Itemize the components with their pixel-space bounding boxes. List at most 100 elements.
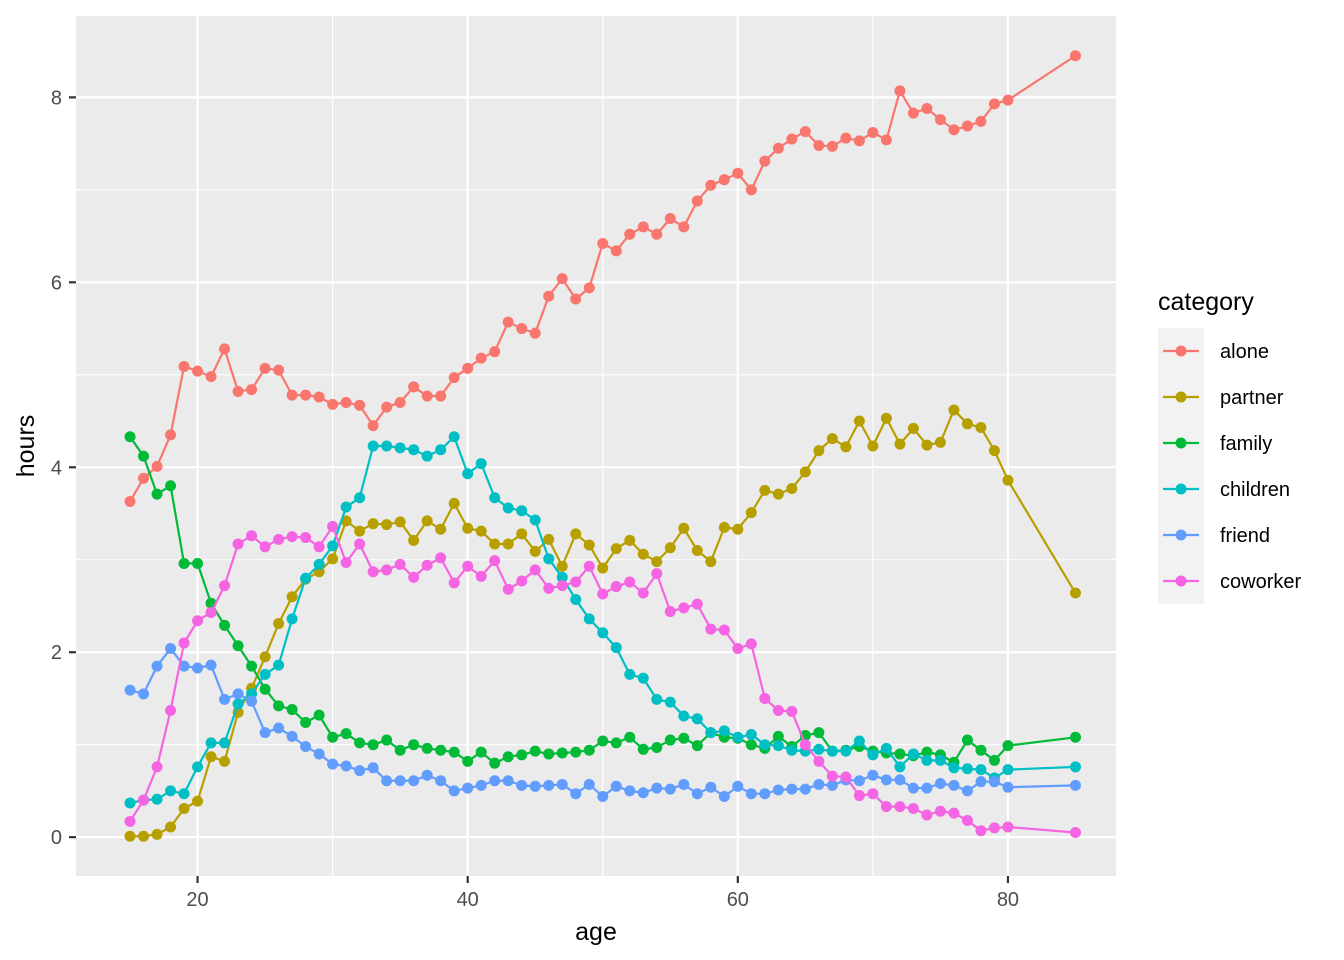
x-tick-label: 60: [727, 889, 749, 911]
data-point-family: [448, 746, 460, 758]
data-point-children: [475, 458, 487, 470]
data-point-children: [624, 668, 636, 680]
data-point-family: [745, 739, 757, 751]
data-point-friend: [435, 775, 447, 787]
data-point-children: [340, 501, 352, 513]
data-point-family: [502, 751, 514, 763]
data-point-children: [219, 737, 231, 749]
data-point-friend: [745, 788, 757, 800]
data-point-family: [1002, 740, 1014, 752]
data-point-alone: [718, 174, 730, 186]
data-point-partner: [354, 525, 366, 537]
data-point-friend: [556, 778, 568, 790]
data-point-friend: [813, 778, 825, 790]
data-point-partner: [759, 484, 771, 496]
data-point-children: [381, 440, 393, 452]
data-point-partner: [961, 418, 973, 430]
data-point-alone: [880, 134, 892, 146]
data-point-coworker: [678, 602, 690, 614]
data-point-partner: [853, 415, 865, 427]
minor-gridlines: [76, 16, 1116, 876]
data-point-friend: [165, 643, 177, 655]
data-point-children: [718, 725, 730, 737]
data-point-children: [786, 744, 798, 756]
data-point-coworker: [610, 581, 622, 593]
legend-label: children: [1220, 479, 1290, 501]
data-point-children: [961, 763, 973, 775]
data-point-children: [543, 553, 555, 565]
data-point-family: [529, 745, 541, 757]
data-point-alone: [543, 290, 555, 302]
data-point-family: [691, 740, 703, 752]
data-point-family: [138, 450, 150, 462]
data-point-coworker: [151, 761, 163, 773]
data-point-friend: [354, 765, 366, 777]
data-point-friend: [651, 782, 663, 794]
data-point-friend: [1002, 781, 1014, 793]
data-point-friend: [624, 785, 636, 797]
data-point-alone: [381, 401, 393, 413]
data-point-alone: [867, 127, 879, 139]
data-point-alone: [610, 245, 622, 257]
data-point-friend: [570, 788, 582, 800]
data-point-children: [921, 754, 933, 766]
data-point-friend: [192, 662, 204, 674]
data-point-coworker: [192, 615, 204, 627]
x-axis-title: age: [575, 918, 617, 946]
data-point-children: [408, 444, 420, 456]
data-point-children: [705, 727, 717, 739]
data-point-children: [151, 793, 163, 805]
data-point-coworker: [421, 559, 433, 571]
data-point-friend: [705, 781, 717, 793]
data-point-partner: [489, 538, 501, 550]
legend-label: friend: [1220, 525, 1270, 547]
data-point-alone: [232, 385, 244, 397]
legend-key-background: [1158, 328, 1204, 604]
data-point-family: [462, 755, 474, 767]
data-point-coworker: [759, 692, 771, 704]
data-point-partner: [826, 433, 838, 445]
x-tick-label: 40: [457, 889, 479, 911]
data-point-children: [867, 749, 879, 761]
data-point-alone: [286, 389, 298, 401]
data-point-children: [192, 761, 204, 773]
data-point-friend: [880, 774, 892, 786]
data-point-coworker: [273, 533, 285, 545]
data-point-friend: [759, 788, 771, 800]
legend-item-friend: friend: [1163, 525, 1270, 547]
data-point-partner: [1069, 587, 1081, 599]
data-point-friend: [273, 722, 285, 734]
data-point-partner: [921, 439, 933, 451]
data-point-friend: [502, 775, 514, 787]
data-point-coworker: [232, 538, 244, 550]
data-point-family: [570, 746, 582, 758]
data-point-children: [286, 613, 298, 625]
data-point-coworker: [138, 794, 150, 806]
data-point-children: [948, 762, 960, 774]
data-point-coworker: [583, 560, 595, 572]
data-point-partner: [502, 538, 514, 550]
data-point-partner: [570, 528, 582, 540]
data-point-partner: [1002, 474, 1014, 486]
data-point-partner: [813, 445, 825, 457]
legend-label: family: [1220, 433, 1272, 455]
data-point-alone: [732, 167, 744, 179]
legend-items: alone partner family children friend coworker: [1163, 341, 1301, 593]
data-point-family: [489, 757, 501, 769]
data-point-family: [246, 660, 258, 672]
y-axis-title: hours: [12, 415, 40, 478]
data-point-partner: [394, 516, 406, 528]
data-point-friend: [232, 688, 244, 700]
data-point-friend: [367, 762, 379, 774]
data-point-friend: [691, 788, 703, 800]
data-point-partner: [462, 522, 474, 534]
y-tick-label: 2: [51, 642, 62, 664]
data-point-friend: [408, 775, 420, 787]
data-point-friend: [853, 775, 865, 787]
data-point-family: [543, 748, 555, 760]
data-point-family: [367, 739, 379, 751]
data-point-family: [894, 748, 906, 760]
data-point-coworker: [867, 788, 879, 800]
data-point-children: [394, 442, 406, 454]
data-point-children: [502, 502, 514, 514]
